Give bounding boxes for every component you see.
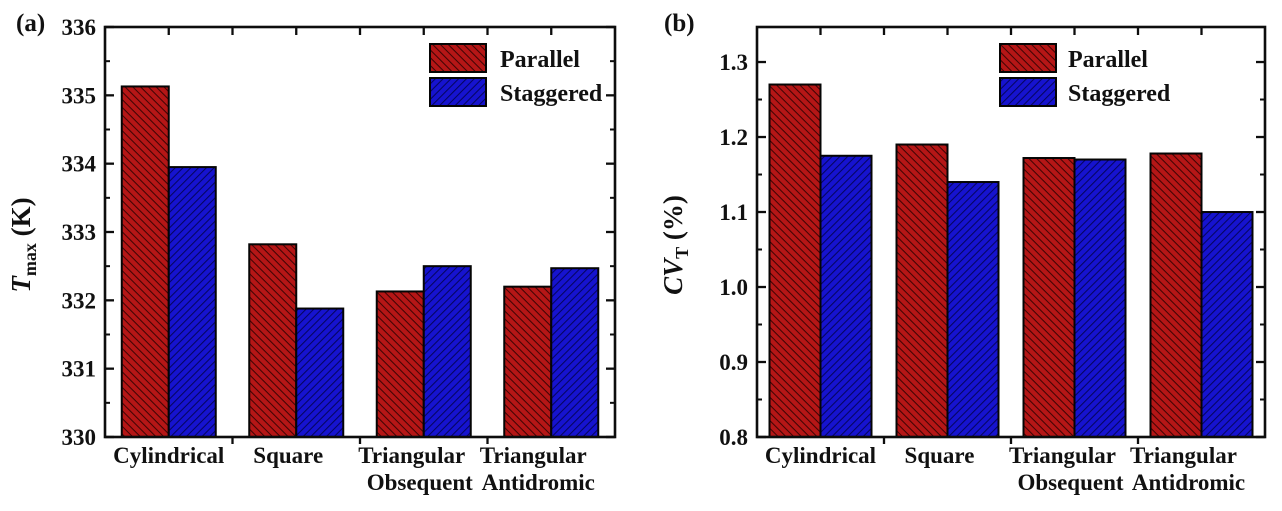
bar-staggered-2 xyxy=(946,181,1000,438)
bar-parallel-3 xyxy=(375,290,425,439)
x-category-label: Cylindrical xyxy=(113,443,224,468)
bar-staggered-4 xyxy=(1200,211,1254,438)
bar-parallel-1 xyxy=(768,83,822,439)
y-tick-label: 336 xyxy=(62,15,97,40)
bar-parallel-4 xyxy=(503,285,553,438)
bar-staggered-4 xyxy=(550,267,600,439)
bar-staggered-3 xyxy=(1073,158,1127,439)
bar-staggered-1 xyxy=(167,166,217,438)
x-category-label: Triangular xyxy=(480,443,587,468)
legend-swatch-staggered xyxy=(999,77,1057,107)
y-tick-label: 331 xyxy=(62,357,97,382)
y-tick-label: 330 xyxy=(62,425,97,450)
bar-parallel-1 xyxy=(120,85,170,438)
y-tick-label: 1.0 xyxy=(719,275,748,300)
bar-staggered-1 xyxy=(819,154,873,438)
legend-swatch-staggered xyxy=(429,77,487,107)
legend-label: Parallel xyxy=(1068,47,1148,73)
y-tick-label: 1.3 xyxy=(719,50,748,75)
x-category-label: Triangular xyxy=(1130,443,1237,468)
x-category-sublabel: Obsequent xyxy=(367,470,473,495)
y-tick-label: 334 xyxy=(62,152,97,177)
bar-parallel-3 xyxy=(1022,157,1076,439)
y-tick-label: 1.2 xyxy=(719,125,748,150)
x-category-sublabel: Obsequent xyxy=(1017,470,1123,495)
y-tick-label: 0.8 xyxy=(719,425,748,450)
legend-swatch-parallel xyxy=(999,43,1057,73)
legend-swatch-parallel xyxy=(429,43,487,73)
y-axis-title: Tmax (K) xyxy=(6,197,40,292)
y-tick-label: 1.1 xyxy=(719,200,748,225)
bar-parallel-2 xyxy=(248,243,298,438)
y-axis-title: CVT (%) xyxy=(658,195,692,295)
y-tick-label: 332 xyxy=(62,288,97,313)
bar-staggered-3 xyxy=(422,265,472,438)
x-category-label: Triangular xyxy=(1009,443,1116,468)
panel-label-b: (b) xyxy=(664,10,695,37)
x-category-label: Square xyxy=(905,443,975,468)
x-category-label: Triangular xyxy=(358,443,465,468)
y-tick-label: 335 xyxy=(62,83,97,108)
legend-label: Staggered xyxy=(1068,81,1171,107)
bar-staggered-2 xyxy=(295,307,345,438)
bar-parallel-2 xyxy=(895,143,949,439)
panel-a: 330 331 332 333 334 335 336 Cylindrical Square Tr… xyxy=(6,15,617,495)
y-tick-label: 333 xyxy=(62,220,97,245)
bar-parallel-4 xyxy=(1149,152,1203,439)
y-tick-label: 0.9 xyxy=(719,350,748,375)
legend-label: Staggered xyxy=(500,81,603,107)
x-category-sublabel: Antidromic xyxy=(482,470,595,495)
x-category-label: Square xyxy=(253,443,323,468)
panel-label-a: (a) xyxy=(16,10,46,37)
x-category-label: Cylindrical xyxy=(765,443,876,468)
x-category-sublabel: Antidromic xyxy=(1132,470,1245,495)
panel-b: 0.8 0.9 1.0 1.1 1.2 1.3 Cylindrical Square Trian… xyxy=(658,25,1267,495)
legend-label: Parallel xyxy=(500,47,580,73)
